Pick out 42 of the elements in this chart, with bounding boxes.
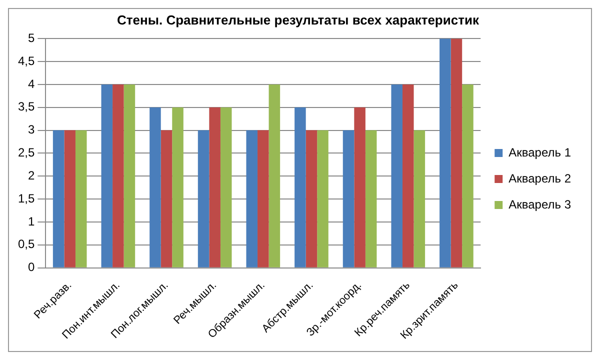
bar xyxy=(317,130,328,268)
bar xyxy=(75,130,87,268)
bar xyxy=(365,130,377,268)
bar xyxy=(258,130,269,268)
y-tick-label: 2 xyxy=(28,168,35,182)
bar xyxy=(150,107,161,268)
bar xyxy=(220,107,232,268)
y-tick-label: 1,5 xyxy=(18,191,35,206)
bar xyxy=(209,107,220,268)
legend-label: Акварель 3 xyxy=(508,197,572,212)
bar xyxy=(342,130,354,268)
bar xyxy=(354,107,366,268)
chart-title: Стены. Сравнительные результаты всех характеристик xyxy=(117,12,480,28)
y-tick-label: 1 xyxy=(28,214,35,228)
bar xyxy=(112,84,124,268)
bar xyxy=(124,84,136,268)
bar xyxy=(52,130,64,268)
y-tick-label: 4,5 xyxy=(18,54,35,68)
bar xyxy=(294,107,306,268)
y-tick-label: 4 xyxy=(28,76,35,91)
bar xyxy=(101,84,113,268)
y-tick-label: 3,5 xyxy=(18,100,35,114)
legend-label: Акварель 2 xyxy=(508,171,572,186)
bar xyxy=(172,107,184,268)
bar xyxy=(160,130,172,268)
bar xyxy=(246,130,258,268)
bar xyxy=(306,130,318,268)
bar xyxy=(450,38,462,268)
y-tick-label: 2,5 xyxy=(18,146,35,160)
legend-label: Акварель 1 xyxy=(508,145,572,160)
y-tick-label: 0,5 xyxy=(18,237,35,252)
y-tick-label: 5 xyxy=(28,30,35,45)
bar xyxy=(440,38,451,268)
bar xyxy=(64,130,76,268)
y-tick-label: 0 xyxy=(28,260,35,274)
bar xyxy=(402,84,414,268)
bar xyxy=(391,84,402,268)
bar xyxy=(414,130,426,268)
bar xyxy=(462,84,474,268)
bar xyxy=(198,130,210,268)
y-tick-label: 3 xyxy=(28,122,35,137)
bar xyxy=(268,84,280,268)
